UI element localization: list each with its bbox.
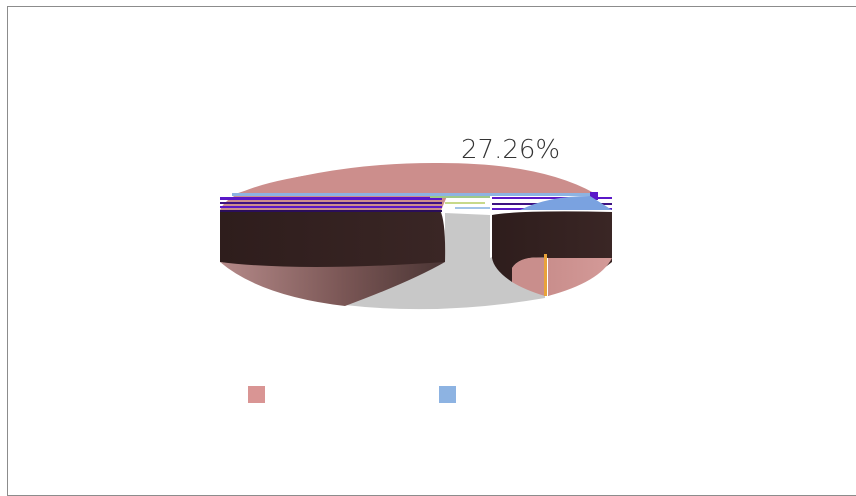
data-label: 27.26%: [461, 135, 560, 165]
legend-swatch-series-1: [248, 386, 265, 403]
pie-slice-left-front: [220, 262, 445, 306]
pie-slice-right-top: [520, 196, 612, 210]
pie-slice-edge-orange: [544, 254, 547, 296]
pie-slice-left-wall: [220, 210, 446, 270]
pie-slice-right-front-lower: [512, 257, 545, 296]
legend-swatch-series-2: [439, 386, 456, 403]
pie-top-rim: [232, 162, 594, 195]
pie-slice-right-front: [548, 258, 612, 296]
